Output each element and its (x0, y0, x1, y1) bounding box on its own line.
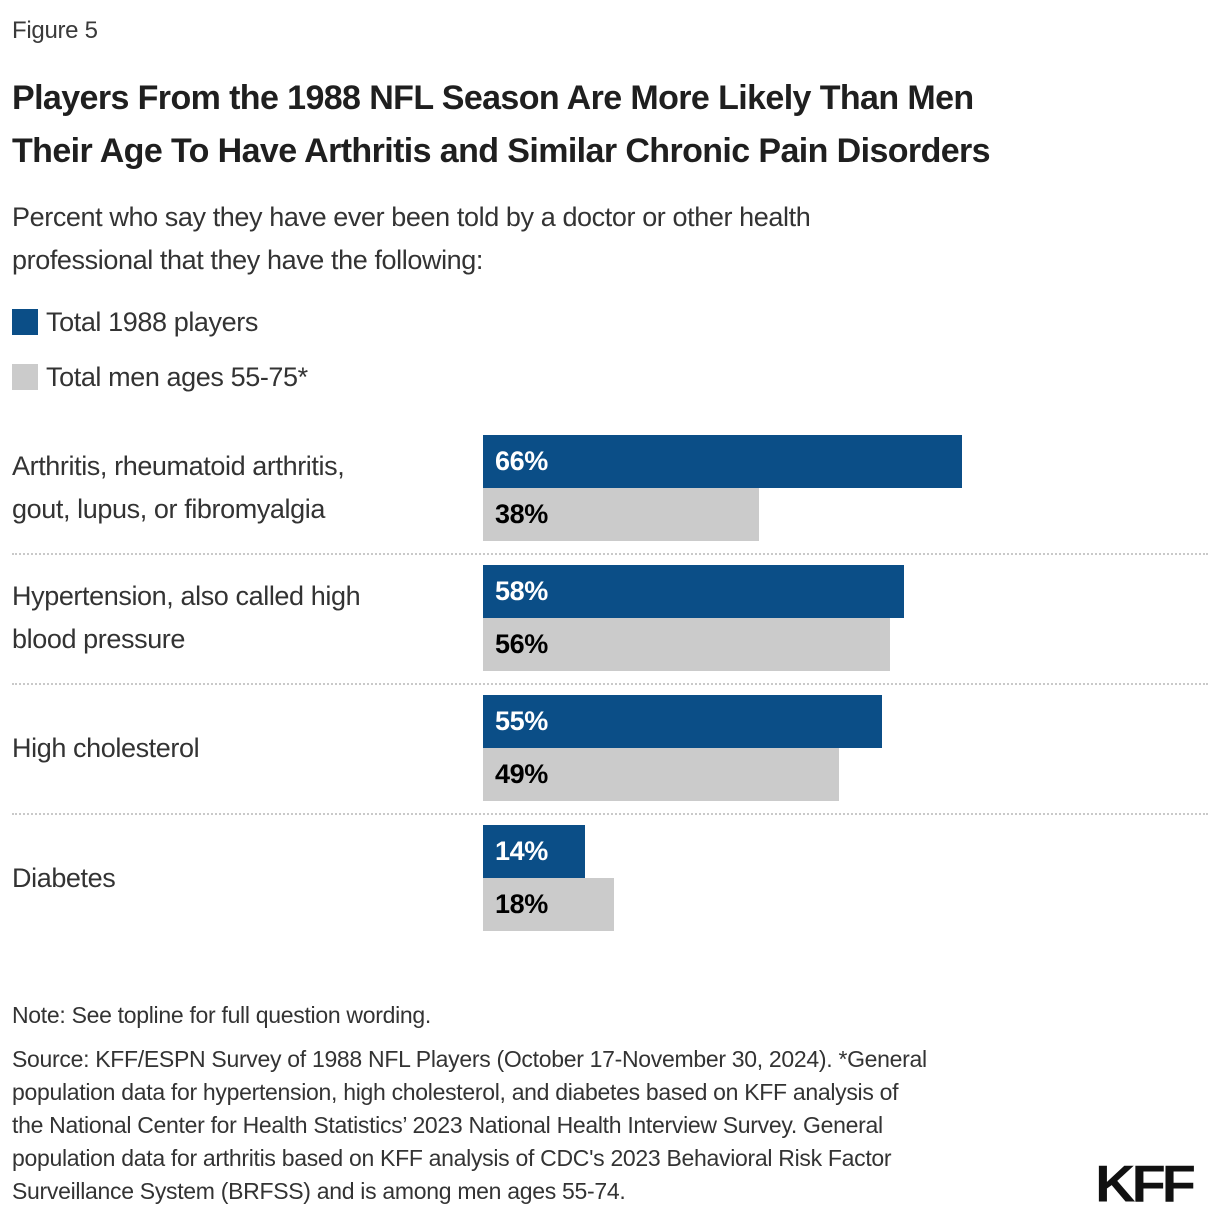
source-text-line: the National Center for Health Statistic… (12, 1112, 883, 1138)
source-text: Source: KFF/ESPN Survey of 1988 NFL Play… (12, 1043, 1208, 1208)
bar-chart: Arthritis, rheumatoid arthritis, gout, lu… (12, 425, 1208, 943)
chart-row: High cholesterol 55% 49% (12, 685, 1208, 815)
chart-row: Diabetes 14% 18% (12, 815, 1208, 943)
bar-men: 49% (483, 748, 839, 801)
source-text-line: population data for hypertension, high c… (12, 1079, 899, 1105)
legend: Total 1988 players Total men ages 55-75* (12, 306, 1208, 392)
bar-players: 14% (483, 825, 585, 878)
legend-label-players: Total 1988 players (46, 306, 258, 337)
category-label: Arthritis, rheumatoid arthritis, gout, lu… (12, 445, 483, 531)
category-label: Diabetes (12, 857, 483, 900)
kff-logo: KFF (1095, 1154, 1196, 1213)
bar-men: 38% (483, 488, 759, 541)
legend-label-men: Total men ages 55-75* (46, 361, 308, 392)
legend-swatch-men-icon (12, 364, 38, 390)
bar-value-label: 58% (495, 576, 548, 606)
figure-label: Figure 5 (12, 17, 98, 44)
chart-row: Hypertension, also called high blood pres… (12, 555, 1208, 685)
chart-title: Players From the 1988 NFL Season Are Mor… (12, 72, 1208, 178)
category-label-line: blood pressure (12, 624, 186, 654)
category-label-line: Diabetes (12, 862, 116, 893)
bar-pair: 14% 18% (483, 825, 1209, 931)
bar-value-label: 18% (495, 889, 548, 919)
bar-value-label: 56% (495, 629, 548, 659)
category-label-line: High cholesterol (12, 732, 200, 763)
chart-row: Arthritis, rheumatoid arthritis, gout, lu… (12, 425, 1208, 555)
category-label-line: Arthritis, rheumatoid arthritis, (12, 451, 345, 481)
bar-players: 55% (483, 695, 883, 748)
category-label-line: Hypertension, also called high (12, 581, 361, 611)
bar-value-label: 38% (495, 499, 548, 529)
category-label: Hypertension, also called high blood pres… (12, 575, 483, 661)
chart-subtitle-line: Percent who say they have ever been told… (12, 202, 811, 232)
bar-pair: 55% 49% (483, 695, 1209, 801)
bar-value-label: 14% (495, 836, 548, 866)
bar-pair: 66% 38% (483, 435, 1209, 541)
legend-swatch-players-icon (12, 309, 38, 335)
legend-item-players: Total 1988 players (12, 306, 1208, 337)
source-text-line: Source: KFF/ESPN Survey of 1988 NFL Play… (12, 1046, 927, 1072)
chart-title-line: Their Age To Have Arthritis and Similar … (12, 132, 991, 170)
legend-item-men: Total men ages 55-75* (12, 361, 1208, 392)
bar-value-label: 66% (495, 446, 548, 476)
category-label: High cholesterol (12, 727, 483, 770)
chart-subtitle: Percent who say they have ever been told… (12, 196, 1208, 282)
bar-players: 66% (483, 435, 963, 488)
bar-value-label: 55% (495, 706, 548, 736)
bar-men: 56% (483, 618, 890, 671)
category-label-line: gout, lupus, or fibromyalgia (12, 494, 325, 524)
note-text: Note: See topline for full question word… (12, 1002, 431, 1028)
bar-pair: 58% 56% (483, 565, 1209, 671)
source-text-line: Surveillance System (BRFSS) and is among… (12, 1178, 626, 1204)
chart-subtitle-line: professional that they have the followin… (12, 245, 484, 275)
bar-players: 58% (483, 565, 905, 618)
chart-title-line: Players From the 1988 NFL Season Are Mor… (12, 79, 974, 117)
source-text-line: population data for arthritis based on K… (12, 1145, 892, 1171)
bar-men: 18% (483, 878, 614, 931)
bar-value-label: 49% (495, 759, 548, 789)
